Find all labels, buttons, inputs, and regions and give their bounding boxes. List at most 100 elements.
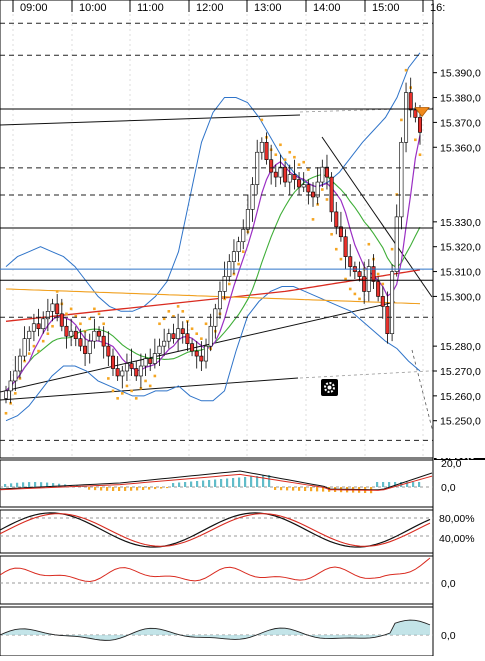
- settings-icon[interactable]: [321, 379, 338, 396]
- macd-histogram-bar: [184, 482, 187, 487]
- time-label: 09:00: [20, 2, 48, 14]
- candle-body: [101, 335, 106, 347]
- candle-body: [73, 330, 78, 339]
- macd-tick-label: 20,0: [441, 458, 462, 470]
- sar-dot: [325, 198, 329, 201]
- time-axis: 09:00 10:00 11:00 12:00 13:00 14:00 15:00 16:: [12, 0, 445, 14]
- trendline: [0, 377, 299, 401]
- candle-body: [59, 313, 64, 327]
- candle-body: [273, 171, 278, 178]
- main-plot-border: [0, 0, 434, 459]
- sar-dot: [46, 332, 50, 336]
- candle-body: [366, 266, 371, 292]
- sar-dot: [69, 307, 73, 311]
- momentum-tick-label: 0,0: [441, 630, 456, 642]
- candle-body: [348, 256, 353, 267]
- ma-purple: [5, 135, 421, 392]
- sar-dot: [55, 290, 59, 293]
- time-label: 12:00: [196, 2, 224, 14]
- ma-red: [5, 269, 421, 322]
- candle-body: [417, 117, 422, 133]
- sar-dot: [414, 138, 417, 142]
- macd-histogram-bar: [100, 487, 103, 491]
- sar-dot: [88, 317, 92, 321]
- candle-body: [148, 358, 153, 364]
- price-tick-label: 15.270,0: [440, 366, 481, 378]
- sar-dot: [167, 310, 171, 313]
- candle-body: [55, 303, 60, 315]
- macd-histogram-bar: [376, 482, 379, 487]
- price-tick-label: 15.310,0: [440, 267, 481, 279]
- candle-body: [27, 330, 32, 339]
- candle-body: [17, 355, 22, 372]
- candle-body: [222, 276, 227, 292]
- sar-dot: [390, 247, 394, 251]
- moving-averages: [5, 135, 421, 392]
- stoch-k-line: [0, 512, 431, 548]
- time-label: 15:00: [372, 2, 400, 14]
- trendline: [299, 367, 485, 379]
- current-price-marker: [414, 107, 430, 118]
- macd-histogram-bar: [286, 487, 289, 491]
- sar-dot: [148, 384, 152, 388]
- macd-histogram-bar: [4, 484, 7, 487]
- candle-body: [245, 209, 250, 230]
- macd-histogram-bar: [406, 482, 409, 487]
- sar-dot: [74, 315, 78, 318]
- candle-body: [292, 174, 297, 180]
- macd-histogram-bar: [178, 482, 181, 487]
- sar-dot: [311, 218, 315, 221]
- macd-histogram-bar: [316, 487, 319, 492]
- sar-dot: [339, 257, 343, 261]
- candle-body: [4, 390, 9, 399]
- sar-dot: [65, 312, 68, 316]
- candle-body: [162, 340, 167, 347]
- candle-body: [376, 281, 381, 297]
- sar-dot: [376, 272, 380, 276]
- candle-body: [176, 328, 181, 339]
- candle-body: [199, 355, 204, 362]
- macd-histogram-bar: [310, 487, 313, 492]
- macd-histogram-bar: [226, 478, 229, 487]
- candle-body: [329, 176, 334, 213]
- sar-dot: [125, 384, 129, 388]
- macd-histogram-bar: [274, 487, 277, 490]
- candle-body: [217, 291, 222, 310]
- candle-body: [166, 333, 171, 342]
- price-tick-label: 15.300,0: [440, 291, 481, 303]
- sar-dot: [158, 322, 161, 326]
- macd-histogram-bar: [16, 482, 19, 487]
- macd-histogram-bar: [394, 482, 397, 487]
- macd-histogram-bar: [262, 475, 265, 487]
- candle-body: [143, 358, 148, 367]
- macd-histogram-bar: [46, 482, 49, 487]
- sar-dot: [14, 392, 17, 395]
- candle-body: [36, 323, 41, 330]
- momentum-area: [0, 620, 430, 641]
- macd-histogram-bar: [94, 487, 97, 491]
- candle-body: [301, 184, 306, 188]
- price-tick-label: 15.380,0: [440, 93, 481, 105]
- trendline: [0, 301, 396, 393]
- price-tick-label: 15.370,0: [440, 117, 481, 129]
- macd-histogram-bar: [58, 483, 61, 487]
- sar-dot: [97, 312, 101, 316]
- macd-histogram-bar: [154, 487, 157, 490]
- sar-dot: [348, 287, 352, 291]
- sar-dot: [37, 349, 40, 353]
- sar-dot: [102, 322, 105, 326]
- macd-histogram-bar: [304, 487, 307, 491]
- candle-body: [157, 345, 162, 354]
- stoch-tick-label: 40,00%: [439, 533, 475, 545]
- macd-histogram-bar: [70, 485, 73, 487]
- candle-body: [362, 276, 367, 292]
- candle-body: [287, 174, 292, 183]
- candle-body: [194, 350, 199, 357]
- candle-body: [110, 355, 115, 369]
- candle-body: [269, 159, 274, 173]
- sar-dot: [353, 292, 357, 296]
- candle-body: [343, 236, 348, 257]
- macd-histogram-bar: [208, 480, 211, 487]
- macd-histogram-bar: [256, 476, 259, 487]
